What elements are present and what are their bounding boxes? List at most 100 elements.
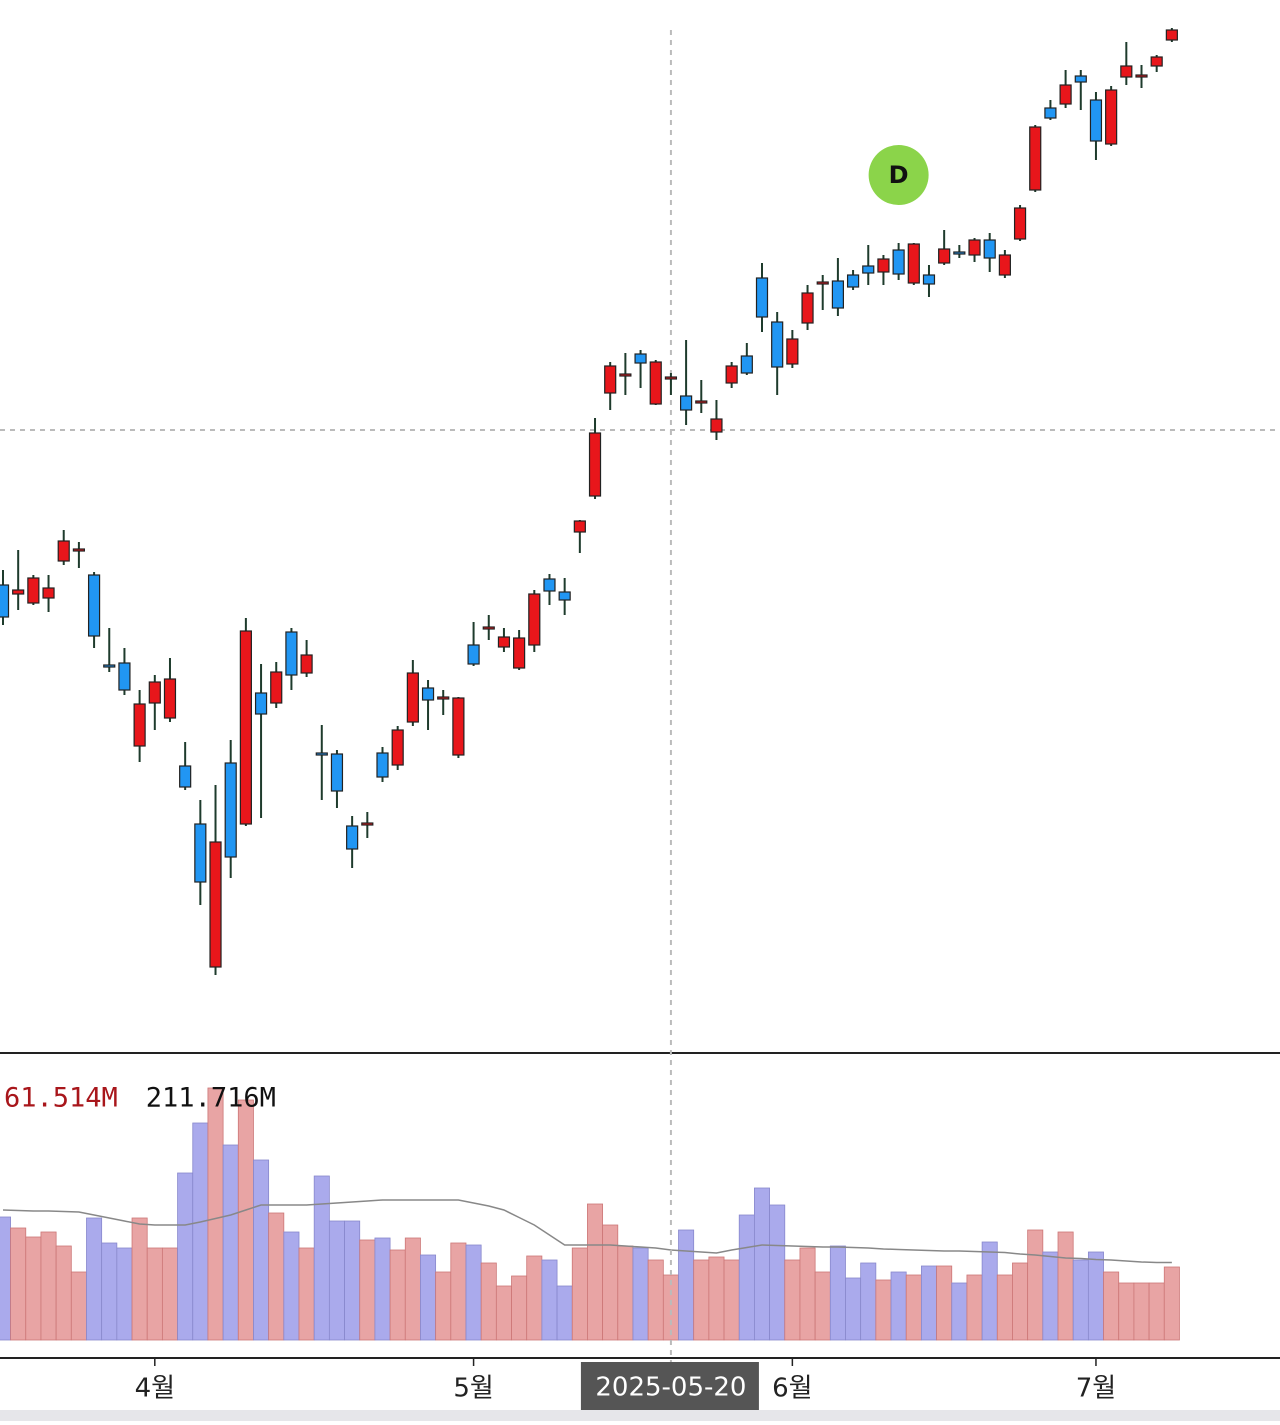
candle-body [239, 630, 252, 825]
volume-bar [754, 1187, 770, 1341]
candle-body [558, 591, 571, 601]
volume-bar [222, 1144, 239, 1341]
candle-body [771, 321, 784, 368]
volume-bar [920, 1265, 937, 1341]
candle-body [346, 825, 359, 850]
annotation-label: D [889, 161, 909, 189]
candle-body [103, 664, 116, 668]
volume-bar [177, 1172, 194, 1341]
candle-body [695, 400, 708, 404]
volume-bar [374, 1237, 391, 1341]
candle-body [452, 697, 465, 756]
candle-body [543, 578, 556, 592]
volume-bar [1012, 1262, 1029, 1341]
candle-body [437, 696, 450, 700]
volume-bar [875, 1279, 892, 1341]
volume-bar [647, 1259, 664, 1341]
x-tick-label: 7월 [1076, 1374, 1116, 1404]
volume-bar [845, 1277, 862, 1341]
volume-bar [571, 1247, 588, 1341]
volume-bar [860, 1262, 877, 1341]
candle-body [786, 338, 799, 365]
candle-body [1059, 84, 1072, 105]
volume-bar [0, 1216, 11, 1341]
volume-bar [693, 1259, 710, 1341]
candle-body [710, 418, 723, 433]
candle-body [877, 258, 890, 273]
volume-bar [723, 1259, 740, 1341]
volume-bar [1163, 1266, 1180, 1341]
candle-body [179, 765, 192, 788]
candle-body [634, 353, 647, 364]
volume-bar [526, 1255, 543, 1341]
candle-body [816, 281, 829, 285]
volume-bar [116, 1247, 133, 1341]
volume-bar [344, 1220, 361, 1341]
volume-bar [101, 1242, 118, 1341]
volume-bar [404, 1237, 421, 1341]
candles [0, 28, 1178, 975]
volume-bar [298, 1247, 315, 1341]
volume-bar [1103, 1271, 1120, 1341]
volume-label: 211.716M [146, 1083, 276, 1114]
candle-body [1044, 107, 1057, 119]
candle-body [421, 687, 435, 701]
volume-bar [359, 1239, 376, 1341]
volume-bar [86, 1217, 103, 1341]
volume-bar [1042, 1251, 1059, 1341]
volume-bar [435, 1271, 452, 1341]
candle-body [194, 823, 207, 883]
candle-body [968, 239, 981, 256]
candle-body [1105, 89, 1118, 145]
candle-body [619, 373, 632, 377]
volume-bar [450, 1242, 467, 1341]
volume-bar [207, 1087, 224, 1341]
candle-body [361, 822, 374, 826]
candle-body [118, 662, 131, 691]
volume-bar [966, 1274, 983, 1341]
candle-body [528, 593, 541, 646]
candle-body [72, 548, 86, 552]
volume-bar [541, 1259, 558, 1341]
volume-bar [632, 1247, 649, 1341]
candle-body [224, 762, 237, 858]
volume-bar [495, 1285, 512, 1341]
volume-bar [420, 1254, 437, 1341]
candle-body [148, 681, 161, 704]
crosshair-date-box [580, 1362, 759, 1410]
bottom-strip [0, 1410, 1280, 1421]
volume-bars [0, 1087, 1180, 1341]
volume-bar [511, 1275, 528, 1341]
volume-bar [678, 1229, 695, 1341]
candle-body [330, 753, 344, 792]
candle-body [163, 678, 177, 719]
candle-body [801, 292, 814, 324]
candle-body [953, 251, 966, 255]
candle-body [376, 752, 389, 778]
candle-body [1135, 74, 1148, 78]
candle-body [12, 589, 25, 595]
volume-bar [237, 1099, 254, 1341]
volume-bar [951, 1282, 968, 1341]
candle-body [57, 540, 70, 562]
candle-body [604, 365, 617, 394]
candle-body [862, 265, 875, 274]
volume-bar [799, 1247, 816, 1341]
volume-bar [1133, 1282, 1150, 1341]
candle-body [467, 644, 480, 665]
candle-body [391, 729, 404, 766]
candle-body [892, 249, 905, 275]
volume-bar [1148, 1282, 1165, 1341]
volume-bar [1118, 1282, 1135, 1341]
volume-label: 61.514M [4, 1083, 118, 1114]
candle-body [831, 280, 845, 309]
volume-bar [936, 1265, 953, 1341]
volume-bar [131, 1217, 148, 1341]
volume-bar [738, 1214, 755, 1341]
candle-body [1029, 126, 1042, 191]
candle-body [270, 671, 283, 704]
volume-bar [1087, 1251, 1104, 1341]
candle-body [907, 243, 920, 284]
candle-body [983, 239, 996, 259]
volume-bar [829, 1245, 846, 1341]
